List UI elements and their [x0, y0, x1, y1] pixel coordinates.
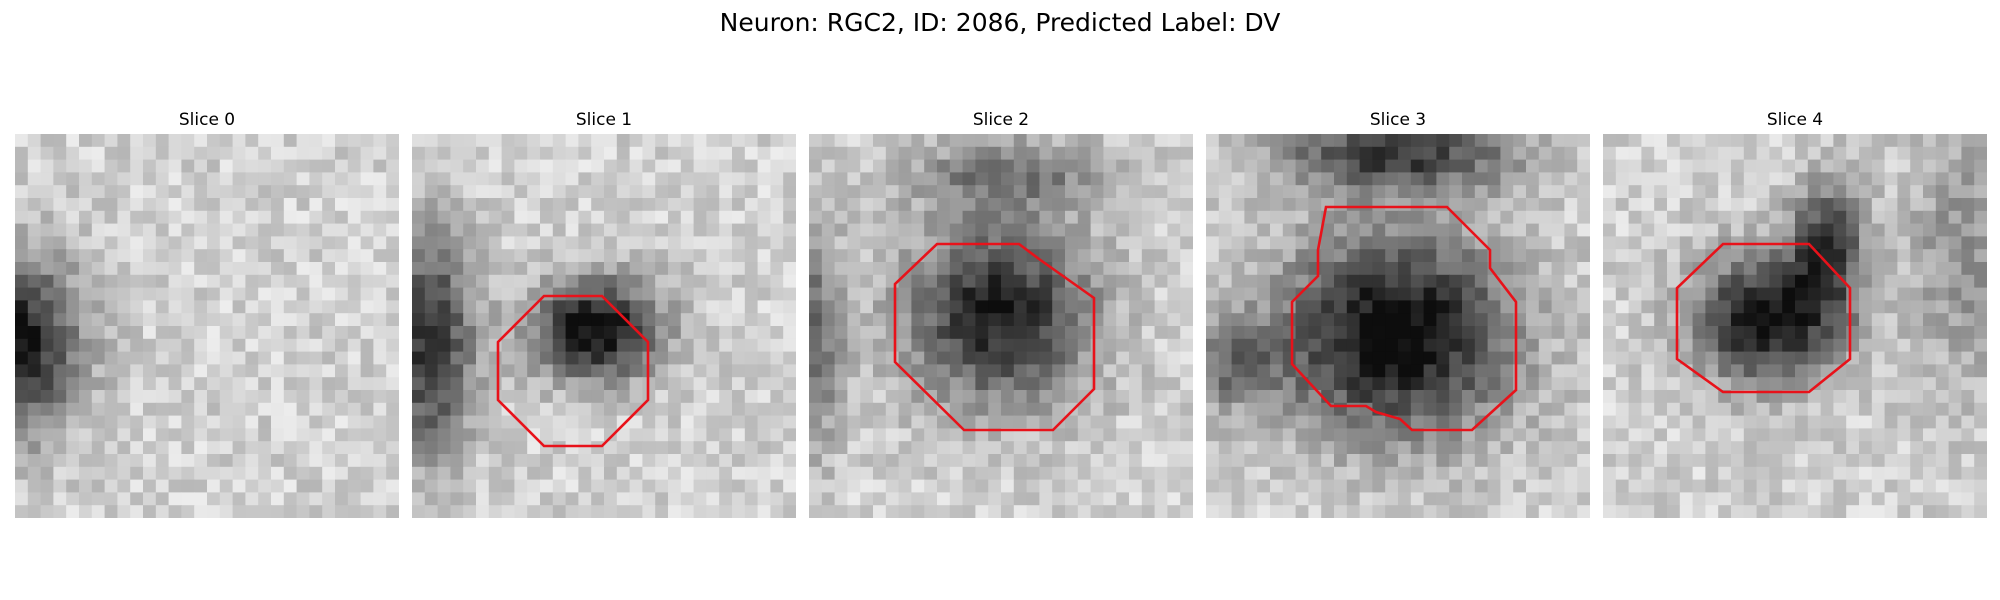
slice-panel-3: Slice 3	[1206, 108, 1590, 518]
slice-panel-0: Slice 0	[15, 108, 399, 518]
slice-title: Slice 0	[178, 110, 236, 130]
slice-image	[412, 134, 796, 518]
slice-panel-4: Slice 4	[1603, 108, 1987, 518]
slice-title: Slice 3	[1369, 110, 1427, 130]
cell-contour	[1675, 242, 1852, 394]
grayscale-tiles	[1603, 134, 1987, 518]
grayscale-tiles	[1206, 134, 1590, 518]
cell-contour	[893, 242, 1096, 432]
figure-title: Neuron: RGC2, ID: 2086, Predicted Label:…	[719, 8, 1281, 37]
grayscale-tiles	[412, 134, 796, 518]
slice-image	[15, 134, 399, 518]
slice-image	[809, 134, 1193, 518]
slice-image	[1603, 134, 1987, 518]
slice-panel-1: Slice 1	[412, 108, 796, 518]
slice-image	[1206, 134, 1590, 518]
cell-contour	[496, 294, 650, 448]
slice-panel-2: Slice 2	[809, 108, 1193, 518]
slice-title: Slice 4	[1766, 110, 1824, 130]
grayscale-tiles	[15, 134, 399, 518]
slice-title: Slice 2	[972, 110, 1030, 130]
grayscale-tiles	[809, 134, 1193, 518]
cell-contour	[1290, 205, 1518, 432]
slice-title: Slice 1	[575, 110, 633, 130]
